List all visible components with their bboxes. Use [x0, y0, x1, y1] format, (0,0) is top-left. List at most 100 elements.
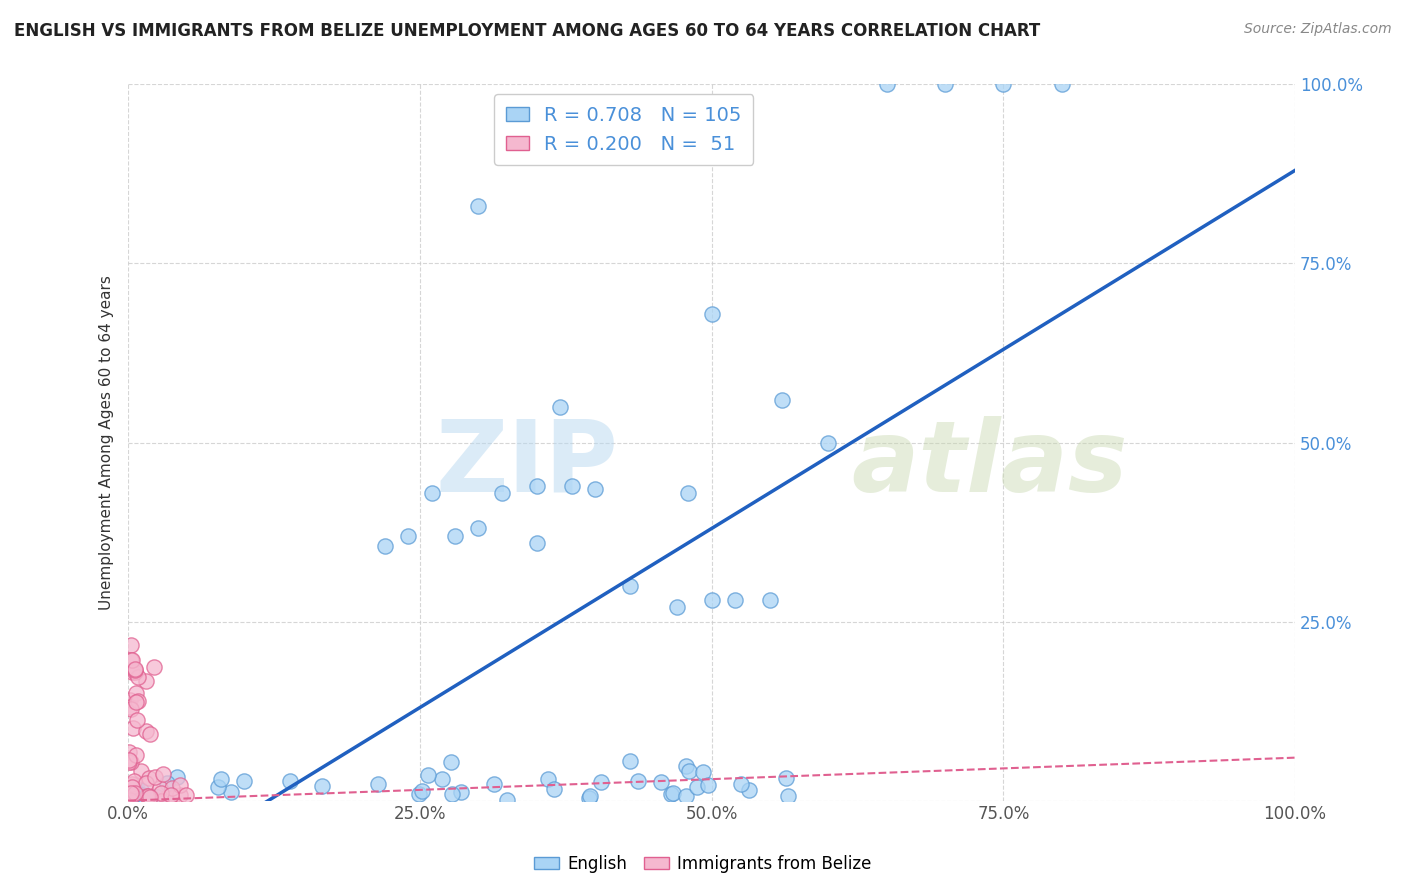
Point [692, 765, 714, 780]
Point [482, 777, 505, 791]
Point [121, 792, 143, 806]
Point [219, 785, 242, 799]
Text: ZIP: ZIP [436, 416, 619, 513]
Point [169, 779, 191, 793]
Point [129, 792, 152, 806]
Point [120, 791, 142, 805]
Point [131, 792, 153, 806]
Point [149, 781, 172, 796]
Point [278, 774, 301, 789]
Point [142, 791, 165, 805]
Point [776, 789, 799, 803]
Point [120, 793, 142, 807]
Point [139, 794, 162, 808]
Point [120, 786, 142, 800]
Point [411, 784, 433, 798]
Point [537, 772, 560, 787]
Point [122, 721, 145, 735]
Point [125, 782, 148, 797]
Point [122, 788, 145, 802]
Point [738, 783, 761, 797]
Point [120, 787, 142, 801]
Point [659, 788, 682, 802]
Point [233, 773, 256, 788]
Point [124, 789, 146, 803]
Point [118, 745, 141, 759]
Point [169, 788, 191, 802]
Point [124, 792, 146, 806]
Text: ENGLISH VS IMMIGRANTS FROM BELIZE UNEMPLOYMENT AMONG AGES 60 TO 64 YEARS CORRELA: ENGLISH VS IMMIGRANTS FROM BELIZE UNEMPL… [14, 22, 1040, 40]
Point [162, 791, 184, 805]
Point [619, 754, 641, 768]
Point [374, 540, 396, 554]
Point [125, 713, 148, 727]
Point [118, 791, 141, 805]
Point [128, 787, 150, 801]
Point [120, 638, 142, 652]
Point [120, 702, 142, 716]
Point [121, 665, 143, 679]
Point [128, 791, 150, 805]
Point [444, 528, 467, 542]
Point [118, 791, 141, 805]
Point [124, 662, 146, 676]
Point [131, 793, 153, 807]
Point [155, 791, 177, 805]
Point [122, 791, 145, 805]
Point [121, 792, 143, 806]
Point [160, 781, 183, 796]
Point [135, 776, 157, 790]
Point [583, 482, 606, 496]
Point [121, 790, 143, 805]
Point [686, 780, 709, 795]
Point [665, 600, 688, 615]
Point [120, 793, 142, 807]
Point [770, 392, 793, 407]
Point [120, 652, 142, 666]
Point [467, 521, 489, 535]
Point [440, 755, 463, 769]
Point [124, 665, 146, 679]
Point [993, 78, 1015, 92]
Point [118, 756, 141, 770]
Point [120, 793, 142, 807]
Point [124, 686, 146, 700]
Point [450, 785, 472, 799]
Point [134, 791, 156, 805]
Point [118, 693, 141, 707]
Point [650, 775, 672, 789]
Point [124, 791, 146, 805]
Text: Source: ZipAtlas.com: Source: ZipAtlas.com [1244, 22, 1392, 37]
Point [138, 771, 160, 785]
Point [775, 771, 797, 785]
Point [166, 770, 188, 784]
Point [543, 781, 565, 796]
Point [127, 670, 149, 684]
Point [129, 764, 152, 778]
Point [700, 307, 723, 321]
Point [153, 791, 176, 805]
Point [121, 779, 143, 793]
Point [136, 789, 159, 803]
Point [118, 792, 141, 806]
Point [124, 791, 146, 805]
Point [132, 791, 155, 805]
Point [662, 786, 685, 800]
Point [420, 485, 443, 500]
Point [124, 793, 146, 807]
Point [724, 593, 747, 607]
Point [135, 723, 157, 738]
Point [124, 786, 146, 800]
Point [589, 775, 612, 789]
Point [160, 788, 183, 802]
Point [441, 787, 464, 801]
Point [311, 779, 333, 793]
Point [118, 753, 141, 767]
Point [678, 764, 700, 779]
Point [145, 790, 167, 805]
Point [149, 793, 172, 807]
Point [730, 777, 752, 791]
Point [142, 660, 165, 674]
Point [120, 792, 142, 806]
Point [491, 485, 513, 500]
